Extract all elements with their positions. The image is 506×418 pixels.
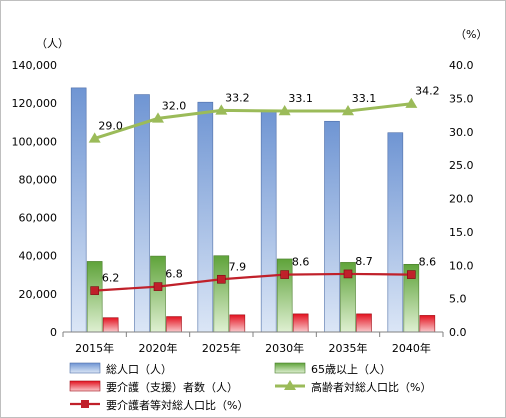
left-axis-tick-label: 60,000: [19, 212, 58, 225]
bar-total-population: [387, 132, 404, 333]
left-axis-tick-label: 80,000: [19, 173, 58, 186]
bar-total-population: [197, 101, 214, 333]
right-axis-tick-label: 25.0: [449, 159, 474, 172]
bar-age-65-plus: [213, 255, 230, 333]
left-axis-ticks: 0 20,000 40,000 60,000 80,000 100,000 120,000 1…: [12, 59, 58, 339]
left-axis-tick-label: 120,000: [12, 97, 58, 110]
left-axis-tick-label: 40,000: [19, 250, 58, 263]
x-axis-tick-label: 2020年: [139, 341, 178, 355]
elderly-ratio-point: [342, 105, 354, 116]
right-axis-tick-label: 30.0: [449, 126, 474, 139]
elderly-ratio-data-label: 34.2: [415, 85, 440, 98]
bar-age-65-plus: [276, 258, 293, 333]
legend-label-care-recipients: 要介護（支援）者数（人）: [106, 380, 238, 394]
line-series: [88, 97, 418, 295]
x-axis-tick-label: 2035年: [329, 341, 368, 355]
x-axis-tick-label: 2025年: [202, 341, 241, 355]
bar-care-recipients: [419, 315, 436, 333]
elderly-ratio-data-label: 33.2: [225, 91, 250, 104]
left-axis-tick-label: 140,000: [12, 59, 58, 72]
right-axis-tick-label: 5.0: [449, 293, 467, 306]
care-ratio-point: [217, 274, 226, 284]
left-axis-tick-label: 20,000: [19, 288, 58, 301]
elderly-ratio-point: [88, 132, 101, 143]
x-axis-tick-label: 2030年: [265, 341, 304, 355]
care-ratio-point: [407, 270, 416, 279]
right-axis-ticks: 0.0 5.0 10.0 15.0 20.0 25.0 30.0 35.0 40.0: [449, 59, 474, 339]
data-labels: 29.0 32.0 33.2 33.1 33.1 34.2 6.2 6.8 7.9 8.6 8.7 8…: [98, 85, 439, 285]
care-ratio-point: [90, 286, 99, 295]
bar-care-recipients: [166, 316, 182, 333]
bar-care-recipients: [229, 314, 246, 333]
care-ratio-point: [153, 282, 163, 291]
x-axis-tick-label: 2015年: [75, 341, 114, 355]
bar-care-recipients: [356, 313, 372, 333]
left-axis-tick-label: 100,000: [12, 135, 58, 148]
right-axis-tick-label: 40.0: [449, 59, 474, 72]
right-axis-tick-label: 20.0: [449, 193, 474, 206]
care-ratio-data-label: 6.2: [102, 272, 120, 285]
legend-swatch-total-population: [69, 362, 101, 374]
elderly-ratio-point: [152, 112, 164, 123]
right-axis-tick-label: 10.0: [449, 259, 474, 272]
care-ratio-line: [94, 272, 412, 292]
elderly-ratio-data-label: 29.0: [98, 119, 123, 132]
legend-marker-elderly-ratio: [284, 380, 296, 390]
elderly-ratio-data-label: 33.1: [288, 92, 313, 105]
elderly-ratio-point: [215, 104, 228, 115]
legend-label-elderly-ratio: 高齢者対総人口比（%）: [311, 380, 431, 394]
care-ratio-data-label: 8.7: [355, 255, 373, 268]
care-ratio-data-label: 7.9: [229, 260, 247, 273]
elderly-ratio-data-label: 32.0: [162, 99, 187, 112]
legend: 総人口（人） 65歳以上（人） 要介護（支援）者数（人） 高齢者対総人口比（%） 要介護…: [69, 362, 431, 412]
right-axis-tick-label: 15.0: [449, 226, 474, 239]
legend-swatch-care-recipients: [69, 380, 101, 392]
elderly-ratio-line: [94, 102, 412, 140]
care-ratio-point: [280, 270, 289, 279]
bar-total-population: [260, 110, 277, 333]
right-axis-tick-label: 0.0: [449, 326, 467, 339]
legend-label-care-ratio: 要介護者等対総人口比（%）: [106, 398, 248, 412]
bar-total-population: [324, 120, 340, 333]
care-ratio-data-label: 8.6: [292, 256, 310, 269]
left-axis-tick-label: 0: [50, 326, 57, 339]
bar-age-65-plus: [86, 261, 103, 333]
elderly-ratio-data-label: 33.1: [352, 92, 377, 105]
bar-care-recipients: [102, 317, 119, 333]
right-axis-unit: （%）: [455, 28, 487, 41]
legend-swatch-age-65-plus: [274, 362, 306, 374]
legend-label-age-65-plus: 65歳以上（人）: [311, 363, 391, 376]
care-ratio-data-label: 8.6: [419, 256, 437, 269]
care-ratio-point: [343, 269, 353, 279]
left-axis-unit: （人）: [36, 37, 69, 50]
x-axis-ticks: 2015年 2020年 2025年 2030年 2035年 2040年: [62, 332, 444, 355]
right-axis-tick-label: 35.0: [449, 92, 474, 105]
care-ratio-data-label: 6.8: [165, 268, 183, 281]
legend-label-total-population: 総人口（人）: [106, 362, 172, 376]
bar-total-population: [134, 94, 150, 333]
bar-age-65-plus: [150, 255, 166, 333]
x-axis-tick-label: 2040年: [392, 341, 431, 355]
bar-series: [70, 87, 436, 333]
bar-total-population: [70, 87, 87, 333]
legend-marker-care-ratio: [81, 400, 89, 408]
elderly-ratio-point: [278, 105, 291, 116]
bar-care-recipients: [292, 313, 309, 333]
elderly-ratio-point: [405, 97, 418, 108]
